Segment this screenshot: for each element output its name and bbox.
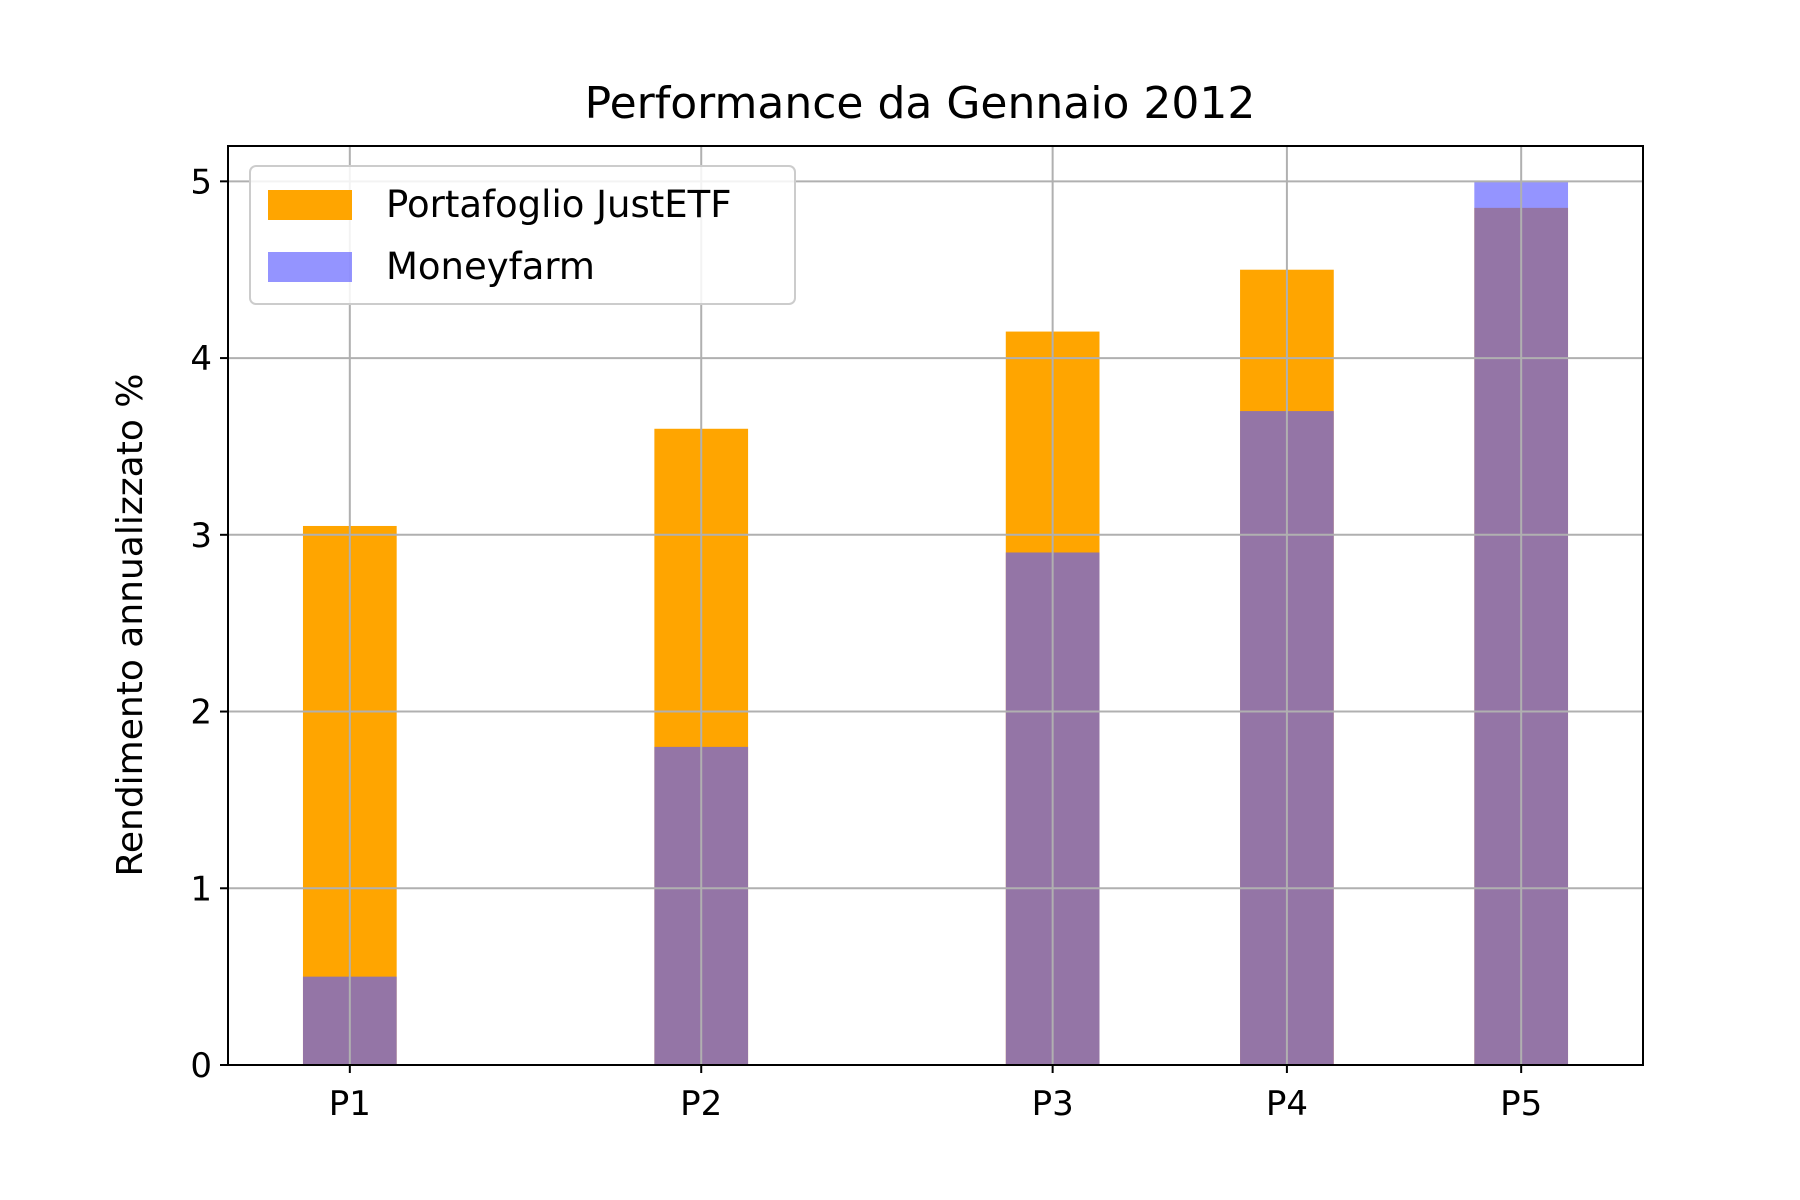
plot-frame xyxy=(227,145,1644,1066)
legend-label-moneyfarm: Moneyfarm xyxy=(386,245,595,288)
x-tick-label-p5: P5 xyxy=(1500,1084,1542,1124)
y-tick-label-4: 4 xyxy=(190,339,212,379)
legend-swatch-moneyfarm xyxy=(268,252,352,282)
x-tick-label-p2: P2 xyxy=(680,1084,722,1124)
y-axis-label: Rendimento annualizzato % xyxy=(110,373,151,876)
y-tick-label-2: 2 xyxy=(190,693,212,733)
x-tick-label-p3: P3 xyxy=(1032,1084,1074,1124)
y-tick-label-0: 0 xyxy=(190,1046,212,1086)
legend-box xyxy=(249,165,796,305)
chart-title: Performance da Gennaio 2012 xyxy=(585,78,1256,129)
x-tick-label-p1: P1 xyxy=(329,1084,371,1124)
legend-label-justetf: Portafoglio JustETF xyxy=(386,183,732,226)
x-tick-label-p4: P4 xyxy=(1266,1084,1308,1124)
y-tick-label-1: 1 xyxy=(190,869,212,909)
y-tick-label-5: 5 xyxy=(190,162,212,202)
y-tick-label-3: 3 xyxy=(190,516,212,556)
plot-area: 0 1 2 3 4 5 P1 P2 P3 P4 P5 Portafoglio JustETF Money… xyxy=(190,145,1644,1124)
legend-swatch-justetf xyxy=(268,190,352,220)
